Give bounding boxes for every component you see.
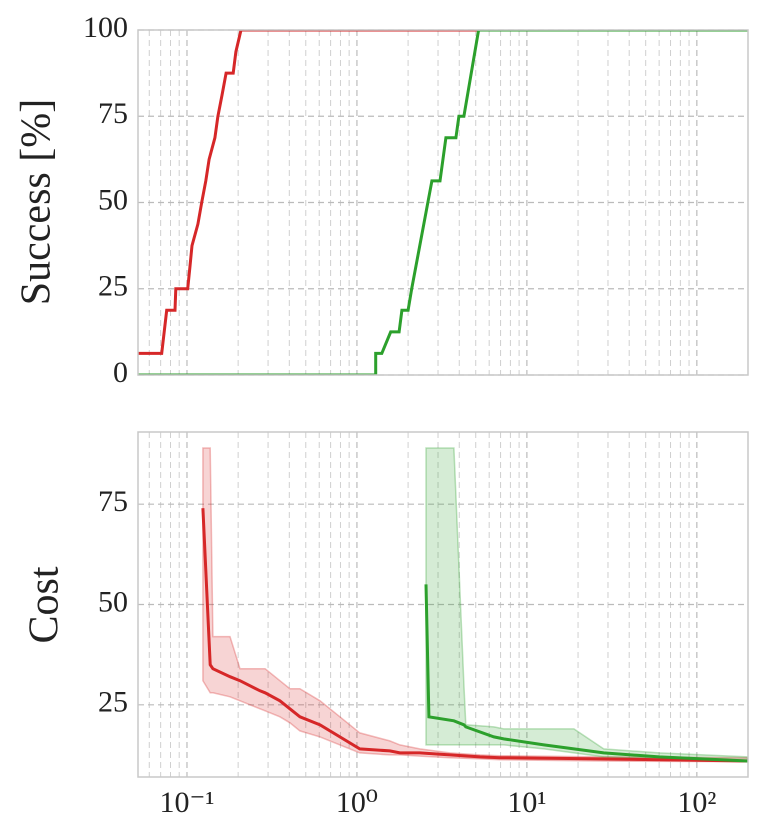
axes-frame bbox=[137, 431, 749, 778]
line bbox=[138, 30, 748, 375]
line bbox=[138, 30, 748, 355]
x-tick-label: 10¹ bbox=[507, 786, 546, 819]
y-tick-label: 50 bbox=[98, 183, 128, 216]
axes-frame bbox=[137, 29, 749, 376]
y-tick-label: 75 bbox=[98, 485, 128, 518]
x-tick-label: 10⁻¹ bbox=[160, 786, 215, 819]
y-tick-label: 100 bbox=[83, 11, 128, 44]
y-axis-label: Cost bbox=[22, 566, 68, 643]
y-tick-label: 75 bbox=[98, 97, 128, 130]
x-tick-label: 10² bbox=[677, 786, 716, 819]
plot-area bbox=[138, 30, 748, 375]
line bbox=[201, 508, 748, 763]
line bbox=[424, 584, 748, 763]
y-tick-label: 50 bbox=[98, 585, 128, 618]
y-axis-label: Success [%] bbox=[14, 99, 60, 305]
x-tick-label: 10⁰ bbox=[336, 786, 378, 819]
y-tick-label: 25 bbox=[98, 270, 128, 303]
y-tick-label: 25 bbox=[98, 686, 128, 719]
y-tick-label: 0 bbox=[113, 356, 128, 389]
